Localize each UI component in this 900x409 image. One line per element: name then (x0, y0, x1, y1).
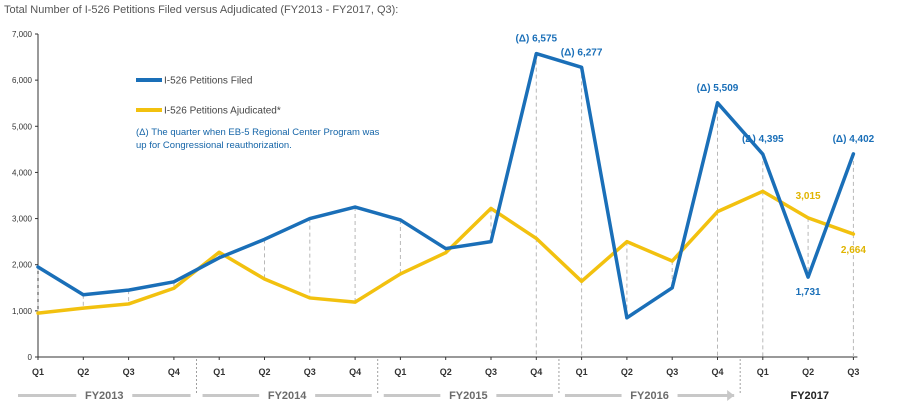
filed-point (308, 217, 312, 221)
x-tick-label: Q1 (213, 367, 225, 377)
adjudicated-point (172, 286, 176, 290)
filed-point (716, 101, 719, 105)
filed-point (806, 275, 810, 279)
x-tick-label: Q3 (485, 367, 497, 377)
filed-point (580, 65, 584, 69)
x-tick-label: Q2 (77, 367, 89, 377)
filed-point (851, 152, 855, 156)
y-tick-label: 1,000 (12, 307, 33, 316)
legend-label-adjudicated: I-526 Petitions Ajudicated* (164, 106, 281, 117)
adjudicated-point (217, 250, 221, 254)
adjudicated-point (36, 311, 40, 315)
fiscal-year-bar (315, 394, 372, 397)
x-tick-label: Q4 (349, 367, 361, 377)
filed-point (263, 237, 266, 241)
data-label: 1,731 (796, 287, 821, 298)
adjudicated-point (670, 259, 674, 263)
adjudicated-point (81, 306, 85, 310)
filed-point (534, 52, 538, 56)
reauthorization-note: up for Congressional reauthorization. (136, 140, 292, 151)
x-tick-label: Q2 (802, 367, 814, 377)
adjudicated-point (489, 206, 493, 210)
filed-point (444, 247, 448, 251)
filed-point (625, 316, 629, 320)
x-tick-label: Q4 (168, 367, 180, 377)
legend-label-filed: I-526 Petitions Filed (164, 76, 252, 87)
fiscal-year-label: FY2014 (268, 390, 307, 402)
x-tick-label: Q1 (576, 367, 588, 377)
reauthorization-note: (Δ) The quarter when EB-5 Regional Cente… (136, 127, 380, 138)
adjudicated-point (851, 232, 855, 236)
adjudicated-point (534, 236, 538, 240)
data-label: 2,664 (841, 245, 866, 256)
adjudicated-point (353, 300, 357, 304)
adjudicated-point (127, 302, 131, 306)
fiscal-year-label: FY2013 (85, 390, 124, 402)
y-tick-label: 2,000 (12, 261, 33, 270)
x-tick-label: Q4 (711, 367, 723, 377)
fiscal-year-bar (132, 394, 191, 397)
y-tick-label: 6,000 (12, 76, 33, 85)
x-tick-label: Q2 (258, 367, 270, 377)
filed-point (489, 240, 493, 244)
fiscal-year-bar (496, 394, 553, 397)
fiscal-year-label: FY2016 (630, 390, 669, 402)
x-tick-label: Q4 (530, 367, 542, 377)
data-label: (Δ) 5,509 (697, 83, 739, 94)
adjudicated-point (806, 216, 810, 220)
page-title: Total Number of I-526 Petitions Filed ve… (4, 4, 399, 16)
filed-point (81, 293, 85, 297)
adjudicated-point (580, 279, 584, 283)
y-tick-label: 7,000 (12, 30, 33, 39)
adjudicated-point (308, 296, 312, 300)
x-tick-label: Q3 (123, 367, 135, 377)
filed-point (353, 205, 357, 209)
filed-point (761, 152, 765, 156)
adjudicated-point (444, 251, 448, 255)
fiscal-year-bar (677, 394, 735, 397)
fiscal-year-bar (202, 394, 260, 397)
fiscal-year-bar (383, 394, 441, 397)
filed-point (36, 265, 40, 269)
data-label: (Δ) 4,395 (742, 134, 784, 145)
x-tick-label: Q1 (394, 367, 406, 377)
fiscal-year-bar (564, 394, 622, 397)
x-tick-label: Q1 (32, 367, 44, 377)
x-tick-label: Q3 (304, 367, 316, 377)
x-tick-label: Q2 (621, 367, 633, 377)
adjudicated-point (263, 277, 266, 281)
y-tick-label: 0 (28, 353, 33, 362)
filed-point (670, 286, 674, 290)
filed-point (398, 218, 402, 222)
data-label: (Δ) 4,402 (833, 134, 875, 145)
y-tick-label: 5,000 (12, 122, 33, 131)
filed-point (217, 256, 221, 260)
fiscal-year-arrow (727, 390, 735, 401)
data-label: (Δ) 6,575 (515, 34, 557, 45)
y-tick-label: 3,000 (12, 215, 33, 224)
filed-point (127, 288, 131, 292)
fiscal-year-bar (18, 394, 77, 397)
x-tick-label: Q3 (847, 367, 859, 377)
adjudicated-point (761, 189, 765, 193)
adjudicated-point (625, 240, 629, 244)
y-tick-label: 4,000 (12, 168, 33, 177)
data-label: (Δ) 6,277 (561, 47, 603, 58)
x-tick-label: Q1 (757, 367, 769, 377)
x-tick-label: Q2 (440, 367, 452, 377)
adjudicated-point (398, 272, 402, 276)
data-label: 3,015 (796, 191, 821, 202)
filed-point (172, 280, 176, 284)
fiscal-year-label: FY2015 (449, 390, 488, 402)
fiscal-year-label: FY2017 (791, 390, 830, 402)
adjudicated-point (716, 210, 719, 214)
x-tick-label: Q3 (666, 367, 678, 377)
